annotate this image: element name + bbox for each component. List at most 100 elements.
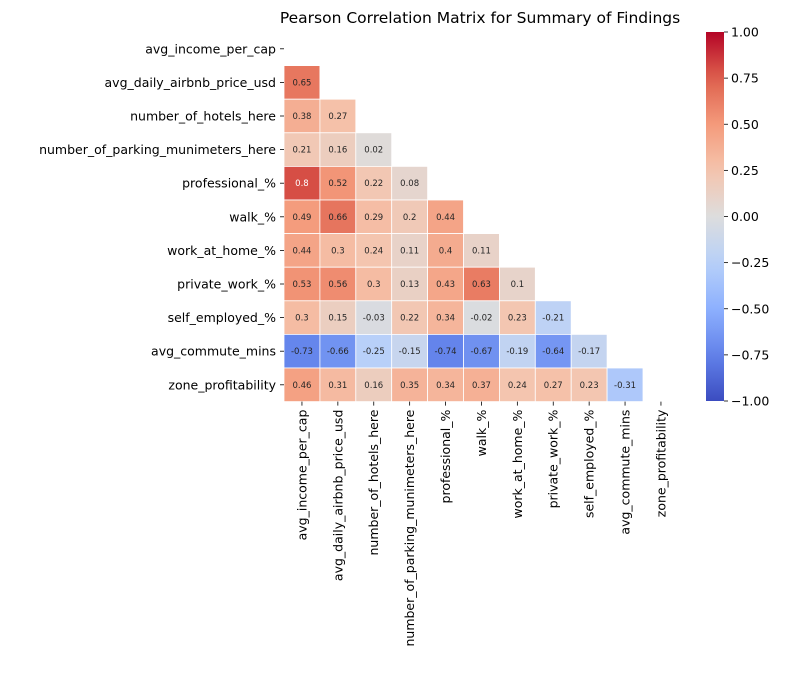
cell-value-label: 0.13: [400, 280, 419, 290]
cell-value-label: 0.16: [364, 381, 383, 391]
heatmap-cell: [355, 333, 393, 369]
heatmap-cell: [498, 333, 536, 369]
cell-value-label: -0.64: [542, 347, 564, 357]
heatmap-cell: [283, 367, 321, 402]
y-tick-label: professional_%: [182, 176, 276, 191]
cell-value-label: 0.3: [295, 314, 309, 324]
x-tick-label: zone_profitability: [653, 409, 668, 517]
y-tick-label: self_employed_%: [168, 310, 277, 325]
y-tick-label: avg_income_per_cap: [145, 41, 276, 56]
cell-value-label: 0.34: [436, 314, 455, 324]
heatmap-cell: [283, 300, 321, 335]
x-tick-label: walk_%: [474, 409, 489, 456]
x-tick-label: avg_commute_mins: [618, 410, 633, 535]
colorbar-tick-label: −0.75: [731, 347, 769, 362]
y-tick-label: walk_%: [229, 209, 276, 224]
heatmap-cell: [463, 333, 500, 369]
cell-value-label: -0.17: [578, 347, 600, 357]
cell-value-label: 0.2: [403, 213, 417, 223]
heatmap-cell: [355, 367, 393, 402]
cell-value-label: 0.34: [436, 381, 455, 391]
heatmap-cell: [391, 367, 429, 402]
x-tick-label: avg_daily_airbnb_price_usd: [330, 410, 345, 581]
cell-value-label: -0.74: [435, 347, 457, 357]
cell-value-label: 0.3: [367, 280, 381, 290]
cell-value-label: 0.24: [508, 381, 527, 391]
colorbar-tick-label: 0.75: [731, 71, 759, 86]
cell-value-label: -0.02: [470, 314, 492, 324]
x-tick-label: number_of_parking_munimeters_here: [402, 409, 417, 646]
heatmap-cell: [391, 333, 429, 369]
heatmap-cells: 0.65 0.38 0.27 0.21 0.16 0.02 0.8 0.52 0.22 0.08 0…: [283, 65, 644, 402]
cell-value-label: 0.1: [511, 280, 525, 290]
colorbar: 1.00 0.75 0.50 0.25 0.00 −0.25 −0.50 −0.75 −1.00: [706, 25, 769, 409]
cell-value-label: 0.27: [328, 112, 347, 122]
cell-value-label: 0.27: [544, 381, 563, 391]
heatmap-cell: [319, 199, 357, 234]
cell-value-label: 0.46: [292, 381, 311, 391]
cell-value-label: 0.35: [400, 381, 419, 391]
heatmap-cell: [319, 367, 357, 402]
heatmap-cell: [463, 266, 500, 302]
cell-value-label: -0.25: [363, 347, 385, 357]
heatmap-cell: [427, 233, 464, 268]
cell-value-label: -0.19: [506, 347, 528, 357]
cell-value-label: 0.4: [439, 246, 453, 256]
cell-value-label: -0.67: [470, 347, 492, 357]
cell-value-label: 0.24: [364, 246, 383, 256]
heatmap-cell: [391, 233, 429, 268]
x-tick-label: professional_%: [438, 409, 453, 503]
colorbar-tick-label: 0.00: [731, 209, 759, 224]
heatmap-cell: [391, 199, 429, 234]
heatmap-cell: [534, 300, 572, 335]
y-tick-label: number_of_parking_munimeters_here: [39, 142, 276, 157]
cell-value-label: 0.15: [328, 314, 347, 324]
cell-value-label: 0.22: [400, 314, 419, 324]
cell-value-label: -0.15: [399, 347, 421, 357]
cell-value-label: -0.03: [363, 314, 385, 324]
cell-value-label: 0.8: [295, 179, 309, 189]
cell-value-label: 0.38: [292, 112, 311, 122]
cell-value-label: 0.56: [328, 280, 347, 290]
chart-title: Pearson Correlation Matrix for Summary o…: [280, 9, 680, 27]
heatmap-cell: [283, 65, 321, 100]
cell-value-label: 0.22: [364, 179, 383, 189]
cell-value-label: 0.31: [328, 381, 347, 391]
heatmap-cell: [355, 233, 393, 268]
cell-value-label: -0.31: [614, 381, 636, 391]
cell-value-label: -0.73: [291, 347, 313, 357]
heatmap-cell: [463, 367, 500, 402]
cell-value-label: 0.44: [292, 246, 311, 256]
heatmap-cell: [498, 266, 536, 302]
x-tick-label: number_of_hotels_here: [366, 409, 381, 555]
x-tick-label: work_at_home_%: [510, 409, 525, 518]
cell-value-label: 0.53: [292, 280, 311, 290]
cell-value-label: 0.44: [436, 213, 455, 223]
cell-value-label: 0.43: [436, 280, 455, 290]
y-tick-label: zone_profitability: [168, 377, 276, 392]
cell-value-label: 0.37: [472, 381, 491, 391]
heatmap-cell: [391, 165, 429, 201]
cell-value-label: 0.08: [400, 179, 419, 189]
cell-value-label: 0.02: [364, 146, 383, 156]
cell-value-label: 0.49: [292, 213, 311, 223]
heatmap-cell: [463, 233, 500, 268]
heatmap-cell: [283, 333, 321, 369]
cell-value-label: -0.66: [327, 347, 349, 357]
heatmap-cell: [570, 367, 608, 402]
x-axis-labels: avg_income_per_cap avg_daily_airbnb_price…: [294, 401, 668, 647]
y-tick-label: number_of_hotels_here: [130, 109, 276, 124]
cell-value-label: 0.23: [580, 381, 599, 391]
x-tick-label: self_employed_%: [582, 409, 597, 518]
cell-value-label: 0.3: [331, 246, 345, 256]
cell-value-label: 0.21: [292, 146, 311, 156]
heatmap-cell: [534, 367, 572, 402]
cell-value-label: 0.16: [328, 146, 347, 156]
colorbar-tick-label: 0.50: [731, 117, 759, 132]
y-tick-label: private_work_%: [177, 277, 276, 292]
cell-value-label: 0.63: [472, 280, 491, 290]
colorbar-tick-label: −0.50: [731, 301, 769, 316]
cell-value-label: 0.29: [364, 213, 383, 223]
heatmap-cell: [570, 333, 608, 369]
